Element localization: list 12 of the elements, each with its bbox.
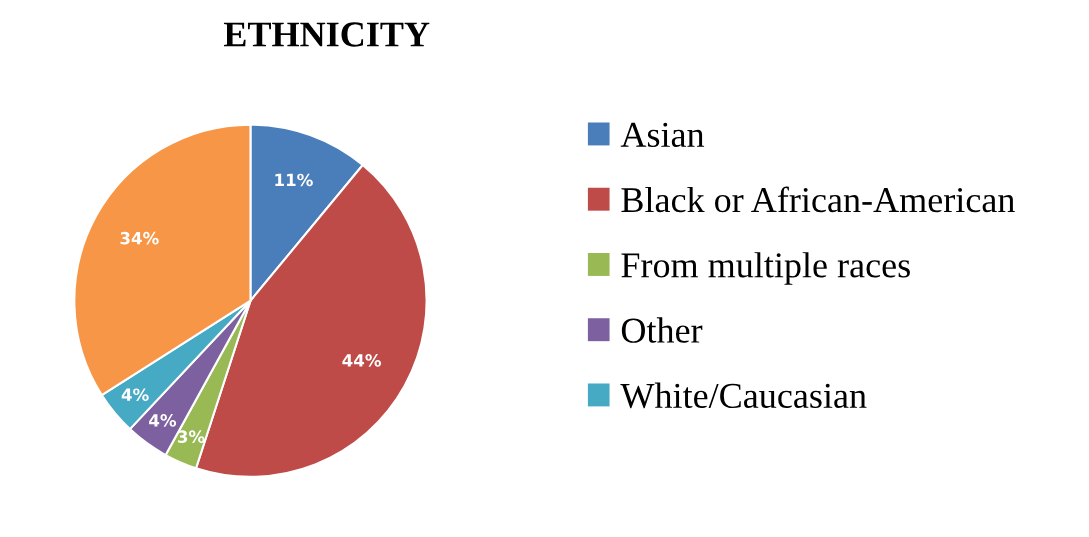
legend-label: Black or African-American xyxy=(621,186,1015,213)
data-label: 11% xyxy=(275,173,313,187)
legend-label: White/Caucasian xyxy=(620,382,867,409)
legend-label: Other xyxy=(621,317,703,343)
data-label: 34% xyxy=(120,231,159,245)
chart-title: ETHNICITY xyxy=(223,22,430,47)
data-label: 4% xyxy=(121,388,149,401)
data-label: 44% xyxy=(342,354,382,367)
legend-label: Asian xyxy=(620,122,705,148)
legend-label: From multiple races xyxy=(621,252,910,285)
data-label: 4% xyxy=(149,414,177,427)
data-label: 3% xyxy=(177,430,205,443)
